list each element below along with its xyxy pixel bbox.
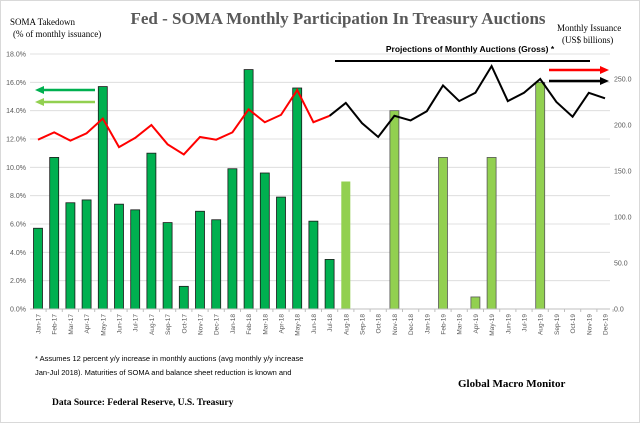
bar-Jun-18 — [308, 220, 319, 310]
bar-Jul-17 — [130, 209, 141, 310]
brand-label: Global Macro Monitor — [458, 378, 565, 390]
x-tick-label: Jun-17 — [117, 314, 124, 334]
bar-May-18 — [292, 87, 303, 310]
x-tick-label: Oct-18 — [376, 314, 383, 334]
bar-Apr-19 — [470, 296, 481, 310]
x-tick-label: Mar-19 — [457, 314, 464, 335]
left-tick-label: 8.0% — [10, 193, 26, 200]
bar-Jul-18 — [324, 259, 335, 310]
light-green-arrowhead-icon — [35, 98, 44, 106]
left-tick-label: 14.0% — [6, 108, 26, 115]
right-axis-label-1: Monthly Issuance — [557, 23, 621, 33]
bar-Feb-19 — [438, 157, 448, 310]
right-tick-label: 150.0 — [614, 169, 632, 176]
bar-Oct-17 — [178, 285, 189, 310]
x-tick-label: Jan-18 — [230, 314, 237, 334]
x-tick-label: Nov-18 — [392, 314, 399, 335]
lines — [37, 63, 606, 156]
bar-Sep-17 — [162, 222, 173, 310]
bar-Dec-17 — [211, 219, 222, 310]
legend-arrows — [35, 66, 609, 106]
bars — [33, 69, 546, 310]
bar-Jun-17 — [114, 203, 124, 310]
right-tick-label: 50.0 — [614, 261, 628, 268]
footnote-line-2: Jan-Jul 2018). Maturities of SOMA and ba… — [35, 368, 291, 377]
x-tick-label: Feb-17 — [52, 314, 59, 335]
x-tick-label: Nov-17 — [198, 314, 205, 335]
bar-May-19 — [486, 157, 497, 310]
x-tick-label: Feb-18 — [246, 314, 253, 335]
x-tick-label: Jan-17 — [36, 314, 43, 334]
x-tick-label: May-17 — [100, 314, 107, 336]
x-tick-label: Aug-18 — [343, 314, 350, 335]
left-axis-label-2: (% of monthly issuance) — [13, 29, 101, 39]
x-tick-label: May-18 — [295, 314, 302, 336]
projection-label: Projections of Monthly Auctions (Gross) … — [386, 44, 555, 54]
x-tick-label: Jun-18 — [311, 314, 318, 334]
left-tick-label: 10.0% — [6, 165, 26, 172]
bar-Aug-18 — [341, 181, 351, 309]
left-tick-label: 12.0% — [6, 137, 26, 144]
x-tick-label: Oct-17 — [181, 314, 188, 334]
right-tick-label: 100.0 — [614, 215, 632, 222]
red-arrowhead-icon — [600, 66, 609, 74]
left-tick-label: 0.0% — [10, 307, 26, 314]
chart-title: Fed - SOMA Monthly Participation In Trea… — [130, 9, 545, 28]
right-axis-label-2: (US$ billions) — [562, 35, 613, 45]
x-tick-label: Apr-19 — [473, 314, 480, 334]
right-tick-label: 0.0 — [614, 307, 624, 314]
x-tick-label: Mar-17 — [68, 314, 75, 335]
issuance-line-actual — [37, 88, 330, 156]
x-tick-label: Jul-19 — [522, 314, 529, 332]
left-tick-label: 6.0% — [10, 222, 26, 229]
dark-green-arrowhead-icon — [35, 86, 44, 94]
bar-Jan-17 — [33, 227, 43, 310]
x-tick-label: Apr-18 — [279, 314, 286, 334]
x-tick-label: Jun-19 — [505, 314, 512, 334]
bar-Apr-18 — [276, 196, 286, 310]
x-tick-label: Jan-19 — [424, 314, 431, 334]
x-tick-label: Dec-17 — [214, 314, 221, 335]
right-tick-label: 200.0 — [614, 123, 632, 130]
bar-Feb-18 — [243, 69, 254, 310]
axes: 0.0% 2.0% 4.0% 6.0% 8.0% 10.0% 12.0% 14.0% 16.0%… — [6, 52, 631, 336]
x-tick-label: Sep-18 — [360, 314, 367, 335]
left-tick-label: 2.0% — [10, 278, 26, 285]
x-tick-label: Dec-19 — [603, 314, 610, 335]
data-source: Data Source: Federal Reserve, U.S. Treas… — [52, 398, 234, 408]
bar-Mar-17 — [65, 202, 76, 310]
left-tick-label: 16.0% — [6, 80, 26, 87]
left-tick-label: 18.0% — [6, 52, 26, 59]
x-tick-label: Dec-18 — [408, 314, 415, 335]
bar-Feb-17 — [49, 157, 60, 310]
x-tick-label: Sep-19 — [554, 314, 561, 335]
bar-Nov-17 — [195, 210, 205, 310]
bar-Mar-18 — [259, 172, 270, 310]
x-tick-label: Mar-18 — [262, 314, 269, 335]
issuance-line-projected — [328, 63, 606, 139]
x-tick-label: Jul-17 — [133, 314, 140, 332]
black-arrowhead-icon — [600, 77, 609, 85]
footnote-line-1: * Assumes 12 percent y/y increase in mon… — [35, 354, 303, 363]
bar-Apr-17 — [81, 199, 92, 310]
bar-Aug-19 — [535, 81, 546, 310]
bar-Aug-17 — [146, 152, 157, 310]
x-tick-label: Jul-18 — [327, 314, 334, 332]
x-tick-label: Sep-17 — [165, 314, 172, 335]
x-tick-label: May-19 — [489, 314, 496, 336]
x-tick-label: Nov-19 — [586, 314, 593, 335]
right-tick-label: 250.0 — [614, 77, 632, 84]
x-tick-label: Oct-19 — [570, 314, 577, 334]
x-tick-label: Aug-19 — [538, 314, 545, 335]
x-tick-label: Aug-17 — [149, 314, 156, 335]
gridlines — [30, 53, 610, 282]
x-tick-label: Feb-19 — [441, 314, 448, 335]
x-tick-label: Apr-17 — [84, 314, 91, 334]
left-axis-label-1: SOMA Takedown — [10, 17, 75, 27]
bar-Jan-18 — [227, 168, 238, 310]
bar-Nov-18 — [389, 110, 400, 310]
left-tick-label: 4.0% — [10, 250, 26, 257]
